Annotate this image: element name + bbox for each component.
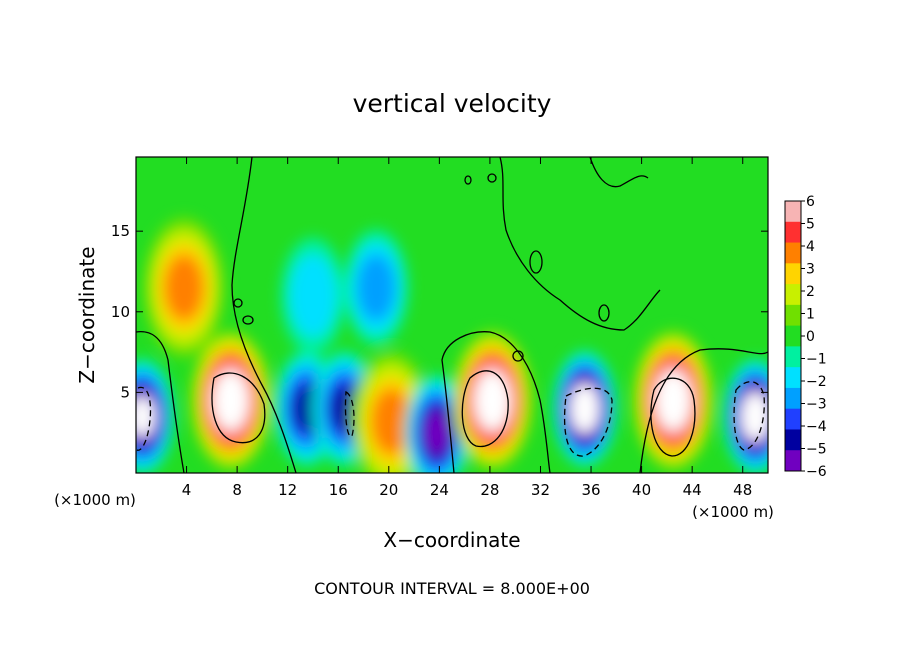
zero-contour-line [639, 348, 768, 473]
x-tick-label: 28 [480, 481, 499, 499]
zero-contour-island [598, 304, 610, 322]
zero-contour-line [589, 157, 649, 188]
downdraft-contour-line [344, 390, 355, 438]
colorbar-swatch [785, 221, 801, 244]
colorbar-swatch [785, 367, 801, 389]
x-tick-label: 8 [232, 481, 242, 499]
colorbar-swatch [785, 263, 801, 285]
zero-contour-island [242, 315, 254, 325]
colorbar-label: −1 [806, 352, 827, 368]
y-tick-label: 5 [120, 383, 130, 401]
colorbar-swatch [785, 284, 801, 306]
updraft-contour-line [211, 372, 266, 444]
colorbar-label: −3 [806, 397, 827, 413]
colorbar-label: 2 [806, 284, 815, 300]
colorbar-swatch [785, 387, 801, 410]
zero-contour-line [441, 331, 551, 473]
colorbar-label: −5 [806, 442, 827, 458]
field-level-downdraft [136, 396, 155, 438]
colorbar-label: 1 [806, 307, 815, 323]
field-level-updraft [217, 378, 245, 423]
colorbar-label: 5 [806, 217, 815, 233]
colorbar-swatch [785, 429, 801, 451]
x-tick-label: 32 [531, 481, 550, 499]
colorbar-label: 6 [806, 194, 815, 210]
field-level-downdraft [357, 254, 396, 321]
zero-contour-line [231, 157, 297, 473]
field-level-downdraft [572, 389, 597, 428]
y-tick-label: 15 [111, 222, 130, 240]
zero-contour-island [233, 298, 243, 308]
field-level-downdraft [743, 397, 768, 436]
colorbar-label: −6 [806, 464, 827, 480]
contour-lines [136, 157, 768, 473]
colorbar-label: 0 [806, 329, 815, 345]
field-level-downdraft [423, 410, 451, 455]
plot-frame [135, 156, 769, 474]
field-level-updraft [371, 388, 411, 455]
downdraft-contour-line [563, 387, 613, 457]
zero-contour-island [512, 350, 524, 362]
x-tick-label: 20 [379, 481, 398, 499]
x-tick-label: 12 [278, 481, 297, 499]
x-unit-label-right: (×1000 m) [692, 503, 774, 521]
colorbar-swatch [785, 346, 801, 368]
zero-contour-island [487, 173, 497, 183]
x-tick-label: 36 [581, 481, 600, 499]
colorbar-label: 3 [806, 262, 815, 278]
y-tick-label: 10 [111, 303, 130, 321]
colorbar-swatch [785, 408, 801, 430]
x-axis: 4 8 12 16 20 24 28 32 36 40 44 48 [182, 157, 752, 499]
x-tick-label: 40 [632, 481, 651, 499]
colorbar-swatch [785, 201, 801, 223]
colorbar-swatch [785, 304, 801, 327]
zero-contour-line [136, 330, 185, 473]
colorbar-label: −4 [806, 419, 827, 435]
chart-title: vertical velocity [353, 89, 552, 118]
y-axis-title: Z−coordinate [75, 246, 99, 383]
colorbar-label: −2 [806, 374, 827, 390]
y-axis: 5 10 15 [111, 222, 768, 401]
field-level-updraft [164, 254, 204, 321]
colorbar-swatch [785, 450, 801, 472]
x-tick-label: 24 [430, 481, 449, 499]
colorbar-swatch [785, 242, 801, 264]
x-axis-title: X−coordinate [383, 528, 520, 552]
field-level-updraft [659, 378, 687, 423]
x-tick-label: 4 [182, 481, 192, 499]
colorbar-swatch [785, 325, 801, 347]
plot-area [136, 157, 768, 473]
x-tick-label: 16 [329, 481, 348, 499]
zero-contour-line [499, 157, 661, 331]
colorbar: 6 5 4 3 2 1 0 −1 −2 −3 −4 −5 −6 [784, 194, 827, 480]
zero-contour-island [464, 175, 472, 185]
contour-interval-footer: CONTOUR INTERVAL = 8.000E+00 [314, 579, 590, 598]
colorbar-label: 4 [806, 239, 815, 255]
x-unit-label-left: (×1000 m) [54, 491, 136, 509]
x-tick-label: 44 [683, 481, 702, 499]
zero-contour-island [529, 250, 543, 274]
field-level-updraft [478, 378, 507, 423]
updraft-contour-line [461, 370, 509, 448]
field-level-downdraft [289, 254, 337, 337]
updraft-contour-line [650, 377, 696, 457]
downdraft-contour-line [733, 381, 765, 451]
x-tick-label: 48 [733, 481, 752, 499]
